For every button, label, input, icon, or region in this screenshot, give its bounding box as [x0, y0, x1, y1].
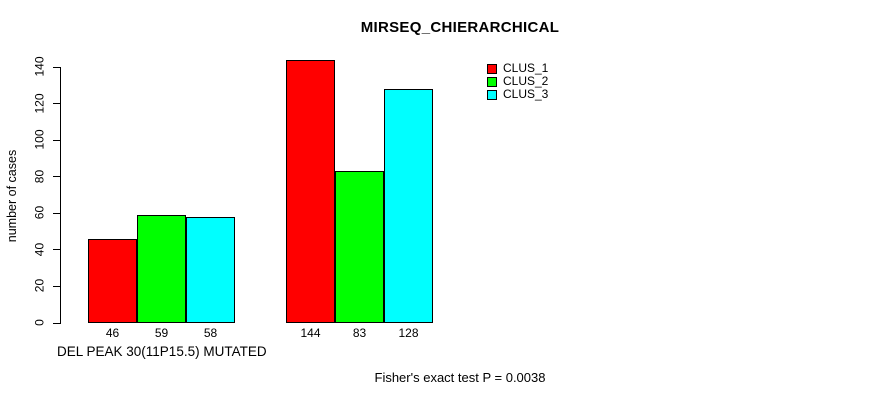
- x-axis-title: DEL PEAK 30(11P15.5) MUTATED: [57, 344, 267, 359]
- legend-item-clus_2: CLUS_2: [487, 75, 548, 88]
- bar-value-label: 58: [203, 326, 218, 340]
- legend-label: CLUS_2: [503, 74, 549, 88]
- legend-item-clus_3: CLUS_3: [487, 88, 548, 101]
- bar-clus_3-group-1: [186, 216, 235, 323]
- bar-value-label: 83: [352, 326, 367, 340]
- bar-clus_1-group-2: [286, 59, 335, 323]
- bar-value-label: 46: [105, 326, 120, 340]
- bar-clus_3-group-2: [384, 88, 433, 323]
- y-tick-label: 60: [32, 206, 47, 220]
- bar-value-label: 144: [300, 326, 321, 340]
- y-tick: [53, 322, 60, 324]
- y-tick-label: 140: [32, 56, 47, 77]
- bar-clus_1-group-1: [88, 238, 137, 323]
- legend-swatch-icon: [487, 89, 497, 100]
- legend-item-clus_1: CLUS_1: [487, 62, 548, 75]
- y-tick-label: 120: [32, 93, 47, 114]
- bar-clus_2-group-1: [137, 215, 186, 323]
- y-tick: [53, 103, 60, 105]
- y-tick: [53, 285, 60, 287]
- bar-value-label: 128: [398, 326, 419, 340]
- y-axis-title: number of cases: [5, 149, 19, 243]
- legend-label: CLUS_1: [503, 61, 549, 75]
- y-tick: [53, 249, 60, 251]
- legend-swatch-icon: [487, 76, 497, 87]
- y-axis-line: [60, 67, 61, 324]
- bar-value-label: 59: [154, 326, 169, 340]
- y-tick: [53, 176, 60, 178]
- y-tick: [53, 66, 60, 68]
- statistical-test-annotation: Fisher's exact test P = 0.0038: [374, 370, 546, 385]
- legend-swatch-icon: [487, 63, 497, 74]
- y-tick-label: 100: [32, 129, 47, 150]
- legend-label: CLUS_3: [503, 87, 549, 101]
- y-tick: [53, 212, 60, 214]
- y-tick-label: 20: [32, 279, 47, 293]
- legend: CLUS_1 CLUS_2 CLUS_3: [487, 62, 548, 101]
- y-tick-label: 0: [32, 319, 47, 326]
- chart-title: MIRSEQ_CHIERARCHICAL: [360, 19, 560, 36]
- y-tick-label: 80: [32, 169, 47, 183]
- bar-clus_2-group-2: [335, 171, 384, 323]
- y-tick-label: 40: [32, 242, 47, 257]
- y-tick: [53, 139, 60, 141]
